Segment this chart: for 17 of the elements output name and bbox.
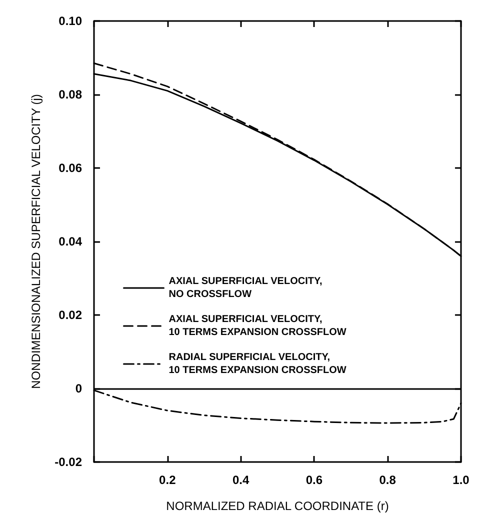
x-tick-label: 0.2 <box>159 473 176 487</box>
y-tick-label: 0.10 <box>58 14 82 28</box>
x-tick-label: 0.8 <box>379 473 396 487</box>
y-axis-title: NONDIMENSIONALIZED SUPERFICIAL VELOCITY (j) <box>29 94 43 389</box>
x-tick-label: 1.0 <box>452 473 470 487</box>
legend-label: AXIAL SUPERFICIAL VELOCITY, NO CROSSFLOW <box>168 276 323 300</box>
y-tick-label: -0.02 <box>54 455 82 469</box>
x-tick-label: 0.6 <box>306 473 323 487</box>
x-tick-label: 0.4 <box>232 473 250 487</box>
y-tick-label: 0.08 <box>58 88 82 102</box>
x-axis-title: NORMALIZED RADIAL COORDINATE (r) <box>166 499 389 513</box>
y-tick-label: 0.04 <box>58 234 82 248</box>
y-tick-label: 0.06 <box>58 161 82 175</box>
y-tick-label: 0.02 <box>58 308 82 322</box>
legend-label: AXIAL SUPERFICIAL VELOCITY, 10 TERMS EXPANSION CROSSFLOW <box>168 314 347 338</box>
y-tick-label: 0 <box>75 382 82 396</box>
legend-label: RADIAL SUPERFICIAL VELOCITY, 10 TERMS EXPANSION CROSSFLOW <box>168 352 347 376</box>
